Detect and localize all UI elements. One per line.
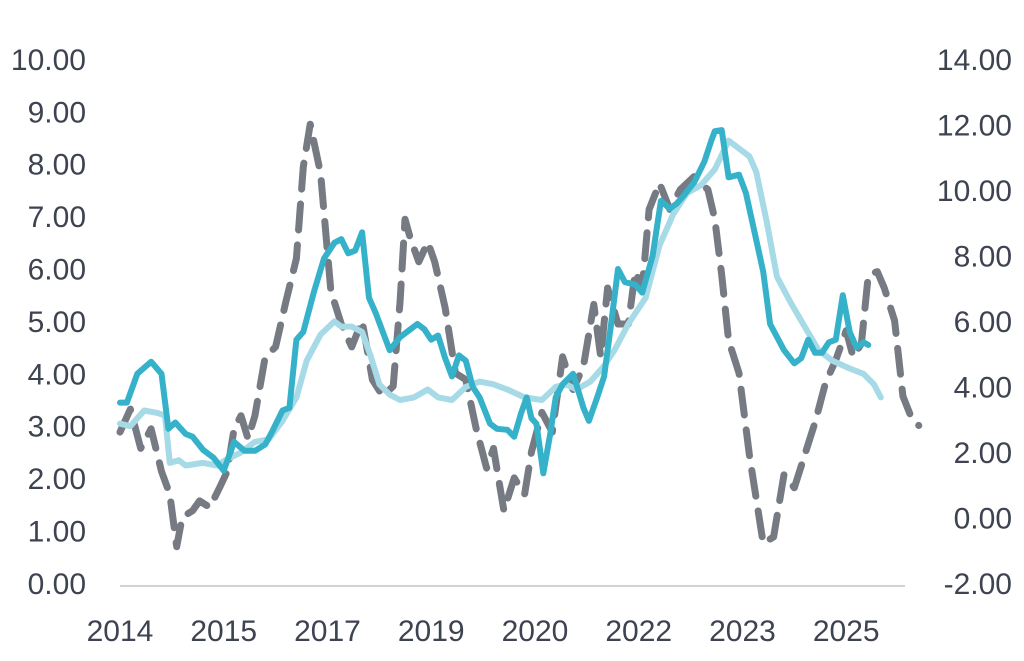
y-left-tick-label: 2.00 — [28, 463, 86, 496]
x-tick-label: 2015 — [190, 615, 257, 648]
y-left-tick-label: 0.00 — [28, 568, 86, 601]
x-tick-label: 2023 — [709, 615, 776, 648]
y-right-tick-label: 6.00 — [954, 306, 1012, 339]
x-tick-label: 2019 — [398, 615, 465, 648]
x-tick-label: 2017 — [294, 615, 361, 648]
x-tick-label: 2020 — [502, 615, 569, 648]
y-left-tick-label: 3.00 — [28, 411, 86, 444]
y-right-tick-label: 0.00 — [954, 502, 1012, 535]
y-right-tick-label: 10.00 — [937, 175, 1012, 208]
y-right-tick-label: 4.00 — [954, 371, 1012, 404]
x-tick-label: 2014 — [87, 615, 154, 648]
series-line-3 — [116, 120, 923, 551]
y-left-tick-label: 4.00 — [28, 358, 86, 391]
series-line-1 — [117, 127, 872, 477]
y-left-tick-label: 5.00 — [28, 306, 86, 339]
y-left-tick-label: 9.00 — [28, 96, 86, 129]
y-right-tick-label: 12.00 — [937, 109, 1012, 142]
series-layer — [116, 120, 923, 551]
x-tick-label: 2025 — [813, 615, 880, 648]
y-left-tick-label: 1.00 — [28, 516, 86, 549]
y-right-tick-label: 8.00 — [954, 240, 1012, 273]
y-right-tick-label: -2.00 — [944, 568, 1012, 601]
y-right-tick-label: 14.00 — [937, 44, 1012, 77]
y-right-tick-label: 2.00 — [954, 437, 1012, 470]
x-tick-label: 2022 — [605, 615, 672, 648]
y-left-tick-label: 10.00 — [11, 44, 86, 77]
y-left-tick-label: 6.00 — [28, 254, 86, 287]
y-left-tick-label: 7.00 — [28, 201, 86, 234]
y-left-tick-label: 8.00 — [28, 149, 86, 182]
tick-layer: 0.00 1.00 2.00 3.00 4.00 5.00 6.00 7.00 8.00 9.00… — [11, 44, 1012, 648]
